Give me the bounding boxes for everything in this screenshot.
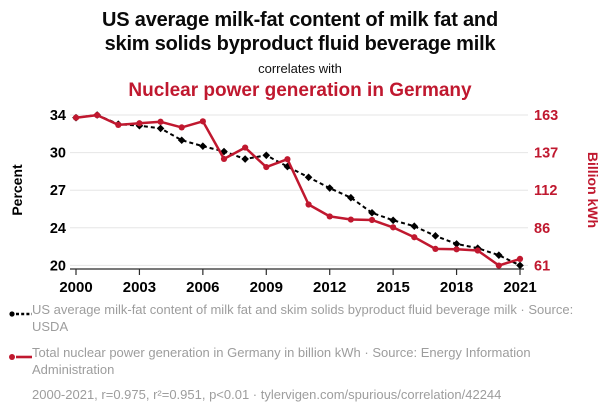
nuclear-data-point (390, 224, 397, 231)
right-axis-tick-label: 163 (534, 108, 558, 124)
nuclear-data-point (432, 245, 439, 252)
x-axis-tick-label: 2018 (440, 279, 473, 296)
legend-label-nuclear: Total nuclear power generation in German… (32, 345, 531, 377)
milk-fat-series-marker-icon (8, 301, 32, 323)
figure-header: US average milk-fat content of milk fat … (0, 0, 600, 102)
nuclear-data-point (115, 121, 122, 128)
legend-item-milk-fat: US average milk-fat content of milk fat … (8, 301, 594, 335)
nuclear-data-point (157, 118, 164, 125)
x-axis-tick-label: 2003 (123, 279, 156, 296)
nuclear-data-point (136, 120, 143, 127)
nuclear-data-point (94, 112, 101, 119)
nuclear-data-point (474, 247, 481, 254)
nuclear-data-point (284, 156, 291, 163)
nuclear-data-point (516, 255, 524, 263)
nuclear-data-point (347, 216, 354, 223)
left-axis-title: Percent (9, 164, 25, 216)
milk-fat-data-point (241, 155, 249, 163)
milk-fat-data-point (325, 184, 334, 192)
right-axis-tick-label: 137 (534, 146, 558, 162)
nuclear-data-point (199, 118, 206, 125)
stats-footer: 2000-2021, r=0.975, r²=0.951, p<0.01 · t… (32, 387, 502, 402)
nuclear-series-line (75, 113, 521, 267)
nuclear-data-point (242, 144, 249, 151)
nuclear-data-point (178, 124, 185, 131)
left-axis-tick-label: 30 (50, 146, 66, 162)
nuclear-data-point (220, 155, 228, 163)
x-axis-tick-label: 2012 (313, 279, 346, 296)
x-axis-tick-label: 2000 (59, 279, 92, 296)
title-line-1: US average milk-fat content of milk fat … (102, 9, 498, 31)
milk-fat-data-point (347, 193, 355, 202)
nuclear-data-point (305, 201, 312, 208)
left-axis-tick-label: 24 (50, 221, 66, 237)
right-axis-tick-label: 112 (534, 183, 557, 199)
nuclear-data-point (411, 234, 418, 241)
left-axis-tick-label: 27 (50, 183, 66, 199)
legend-label-milk-fat: US average milk-fat content of milk fat … (32, 302, 574, 334)
nuclear-data-point (326, 213, 333, 220)
title-line-2: skim solids byproduct fluid beverage mil… (104, 33, 496, 55)
right-axis-tick-label: 86 (534, 221, 550, 237)
milk-fat-data-point (389, 216, 397, 225)
milk-fat-data-point (199, 142, 207, 150)
milk-fat-data-point (452, 240, 461, 248)
dual-axis-line-chart: 34 163 30 137 27 112 24 86 20 61 2000 2003 2006 2009 2… (0, 100, 600, 300)
left-axis-tick-label: 34 (50, 108, 66, 124)
left-axis-tick-label: 20 (50, 258, 66, 274)
milk-fat-data-point (516, 261, 524, 270)
milk-fat-data-point (431, 232, 440, 240)
milk-fat-series-line (75, 114, 521, 267)
x-axis-tick-label: 2015 (376, 279, 409, 296)
milk-fat-data-point (304, 173, 313, 182)
milk-fat-data-point (156, 124, 165, 133)
milk-fat-data-point (495, 251, 503, 259)
nuclear-data-point (453, 246, 460, 253)
nuclear-data-point (72, 114, 80, 121)
nuclear-data-point (495, 262, 502, 269)
nuclear-data-point (263, 163, 270, 171)
legend-item-nuclear: Total nuclear power generation in German… (8, 344, 594, 378)
nuclear-data-point (368, 216, 376, 224)
x-axis-tick-label: 2021 (503, 279, 536, 296)
x-axis-tick-label: 2009 (250, 279, 283, 296)
page-title: US average milk-fat content of milk fat … (0, 8, 600, 56)
right-axis-title: Billion kWh (585, 152, 600, 228)
nuclear-series-marker-icon (8, 344, 32, 366)
correlates-with-text: correlates with (258, 61, 342, 76)
chart-svg: 34 163 30 137 27 112 24 86 20 61 2000 2003 2006 2009 2… (9, 108, 600, 296)
chart-legend: US average milk-fat content of milk fat … (8, 301, 594, 402)
x-axis-tick-label: 2006 (186, 279, 219, 296)
milk-fat-data-point (410, 222, 419, 230)
subtitle-red: Nuclear power generation in Germany (128, 80, 472, 101)
right-axis-tick-label: 61 (534, 258, 550, 274)
